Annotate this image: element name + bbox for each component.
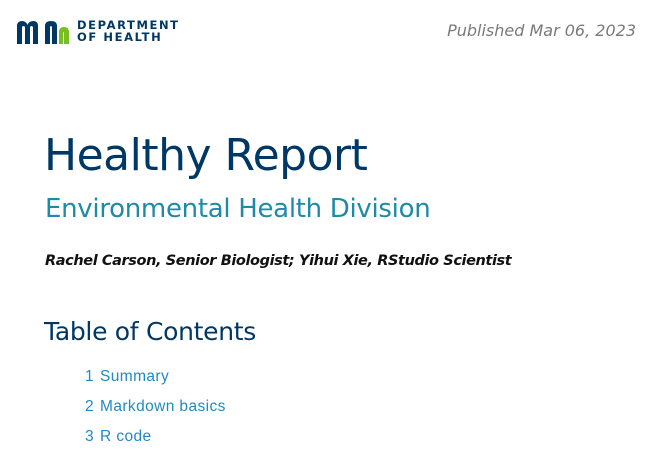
page-subtitle: Environmental Health Division — [45, 194, 431, 224]
page-title: Healthy Report — [44, 130, 368, 181]
logo-wordmark: DEPARTMENT OF HEALTH — [77, 17, 180, 44]
mn-logo-icon — [17, 21, 69, 44]
toc-item-summary[interactable]: 1 Summary — [85, 367, 226, 397]
toc-item-label: Markdown basics — [100, 398, 226, 415]
toc-item-number: 2 — [85, 398, 95, 415]
mdh-logo[interactable]: DEPARTMENT OF HEALTH — [15, 17, 180, 45]
toc-item-number: 3 — [85, 428, 95, 445]
toc-item-label: R code — [100, 428, 152, 445]
toc-item-r-code[interactable]: 3 R code — [85, 427, 226, 457]
logo-line-2: OF HEALTH — [77, 30, 163, 44]
toc-heading: Table of Contents — [44, 317, 256, 346]
toc-item-number: 1 — [85, 368, 95, 385]
published-date: Published Mar 06, 2023 — [447, 21, 636, 40]
toc-item-markdown-basics[interactable]: 2 Markdown basics — [85, 397, 226, 427]
authors-line: Rachel Carson, Senior Biologist; Yihui X… — [45, 253, 512, 269]
toc-list: 1 Summary 2 Markdown basics 3 R code — [85, 367, 226, 457]
toc-item-label: Summary — [100, 368, 170, 385]
logo-line-1: DEPARTMENT — [77, 17, 180, 32]
